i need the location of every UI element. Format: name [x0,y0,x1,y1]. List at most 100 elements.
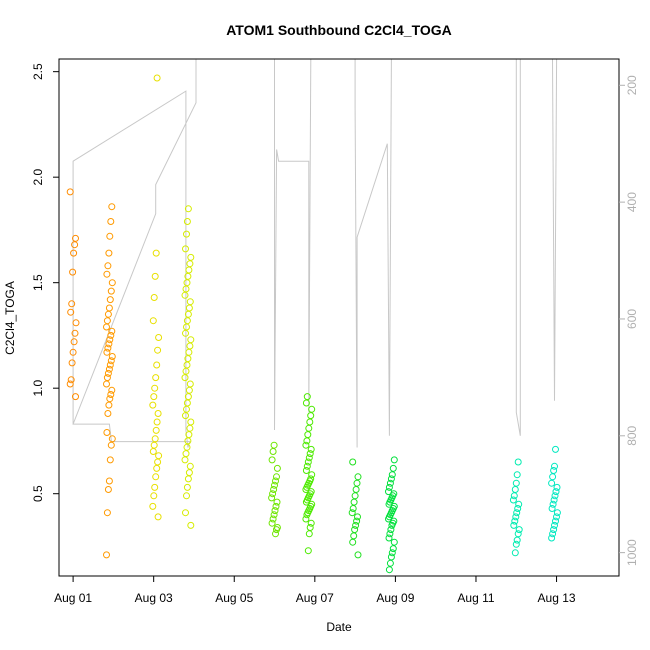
data-point [186,298,194,306]
data-point [354,513,361,521]
data-point [107,331,115,339]
data-point [307,445,315,453]
data-point [150,492,158,500]
data-point [66,380,74,388]
data-point [67,308,75,316]
data-point [104,344,112,352]
data-point [551,462,558,470]
data-point [107,287,115,295]
data-point [549,473,557,481]
x-tick-label: Aug 01 [54,591,92,605]
x-tick-label: Aug 03 [135,591,173,605]
data-point [553,483,561,491]
data-point [553,513,560,521]
data-point [103,317,111,325]
data-point [103,374,111,382]
data-point [549,500,557,508]
data-point [103,509,111,517]
data-point [354,473,362,481]
y-tick-label: 0.5 [31,485,45,502]
y-axis-label: C2Cl4_TOGA [3,281,17,355]
data-point [514,458,522,466]
data-point [551,521,558,529]
data-point [511,486,519,493]
data-point [512,479,520,487]
data-point [66,188,74,196]
y-axis: 0.5 1.0 1.5 2.0 2.5 [31,63,59,502]
y-tick-label: 2.0 [31,169,45,186]
data-point [108,279,116,287]
data-point [104,310,112,318]
y-tick-label: 1.0 [31,380,45,397]
data-point [183,399,191,407]
data-point [390,456,398,464]
data-point [552,488,560,496]
data-point [551,492,559,500]
data-point [67,376,75,384]
y-tick-label: 1.5 [31,274,45,291]
x-tick-label: Aug 13 [538,591,576,605]
data-point [182,509,189,517]
data-point [513,536,521,544]
data-point [151,272,159,280]
data-point [550,467,558,474]
data-point [268,519,276,527]
data-point [389,545,397,553]
data-point [185,386,193,394]
data-point [512,513,520,521]
data-point [105,304,113,312]
data-point [269,490,277,498]
data-point [151,435,159,443]
data-point [386,559,394,567]
data-point [388,521,396,529]
data-point [354,551,362,559]
data-point [269,515,277,523]
data-point [183,230,190,238]
data-point [303,511,311,519]
data-point [105,365,113,373]
data-point [552,445,559,453]
data-point [71,329,79,337]
data-point [108,386,116,394]
data-point [389,464,397,472]
data-point [272,502,280,510]
data-point [154,346,162,354]
data-point [151,384,159,392]
x-tick-label: Aug 05 [215,591,253,605]
y2-tick-label: 1000 [625,539,639,566]
data-point [303,393,311,401]
data-point [306,450,314,458]
data-point [183,483,191,491]
data-point [272,477,279,485]
data-point [150,393,158,401]
data-point [107,441,115,449]
data-point [305,530,313,538]
data-point [350,498,358,506]
data-point [302,467,310,474]
data-point [348,509,356,517]
data-point [184,205,192,213]
data-point [108,435,116,443]
data-point [351,526,359,534]
data-point [186,462,194,470]
data-point [108,353,116,360]
data-point [511,549,519,557]
data-point [70,338,78,346]
chart-title: ATOM1 Southbound C2Cl4_TOGA [226,22,452,38]
data-point [103,380,110,388]
data-point [104,410,112,417]
data-point [104,262,112,270]
data-point [70,249,78,257]
data-point [273,526,280,534]
data-point [302,515,310,523]
data-point [387,553,395,561]
data-point [103,429,111,436]
data-point [150,294,158,301]
data-point [513,509,521,517]
data-point [186,342,194,350]
data-point [152,374,160,382]
data-point [509,496,517,504]
data-point [183,361,191,369]
data-point [183,443,191,451]
